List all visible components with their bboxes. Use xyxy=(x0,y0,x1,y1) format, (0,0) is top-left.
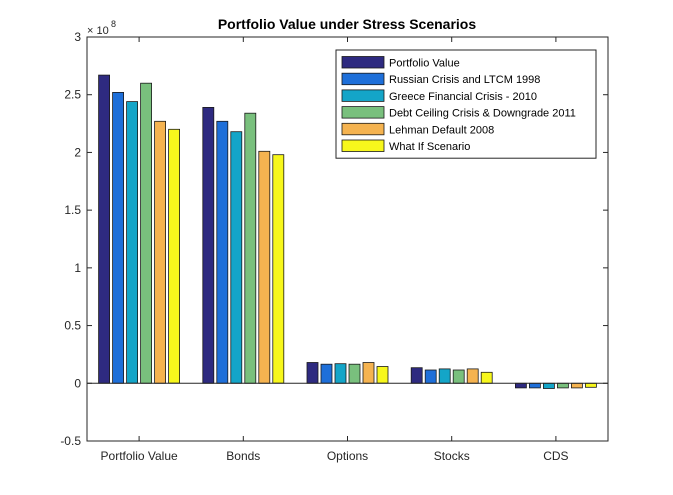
bar-2-0 xyxy=(306,362,319,384)
y-exponent-power: 8 xyxy=(111,19,116,29)
legend-swatch xyxy=(341,72,385,86)
bar-2-3 xyxy=(348,363,361,384)
bar-3-4 xyxy=(466,368,479,384)
bar-4-4 xyxy=(571,382,583,389)
x-tick-label: Bonds xyxy=(226,449,260,463)
y-tick-label: -0.5 xyxy=(60,434,81,448)
bar-3-5 xyxy=(480,371,493,384)
chart-title: Portfolio Value under Stress Scenarios xyxy=(218,16,477,32)
legend: Portfolio Value Russian Crisis and LTCM 1… xyxy=(335,49,597,159)
legend-label: Lehman Default 2008 xyxy=(389,124,494,136)
bar-0-5 xyxy=(168,128,181,384)
legend-label: Debt Ceiling Crisis & Downgrade 2011 xyxy=(389,108,576,120)
y-tick-label: 1 xyxy=(74,261,81,275)
bar-4-3 xyxy=(557,382,569,389)
bar-1-5 xyxy=(272,154,285,384)
legend-label: What If Scenario xyxy=(389,141,470,153)
bar-4-2 xyxy=(543,382,555,389)
bar-3-3 xyxy=(452,369,465,384)
bar-3-2 xyxy=(438,368,451,384)
y-tick-label: 3 xyxy=(74,30,81,44)
legend-swatch xyxy=(341,56,385,69)
x-tick-label: Portfolio Value xyxy=(101,449,178,463)
bar-2-4 xyxy=(362,362,375,384)
bar-3-0 xyxy=(410,367,423,384)
x-tick-label: CDS xyxy=(543,449,568,463)
legend-swatch xyxy=(341,139,385,152)
x-tick-label: Options xyxy=(327,449,368,463)
bar-0-0 xyxy=(98,74,110,384)
bar-1-1 xyxy=(216,120,229,384)
bar-2-1 xyxy=(320,363,333,384)
axis-ticks: -0.5 0 0.5 1 1.5 2 2.5 3 Portfolio Value Bonds Opt… xyxy=(60,30,608,463)
y-tick-label: 1.5 xyxy=(64,203,81,217)
legend-label: Russian Crisis and LTCM 1998 xyxy=(389,74,540,86)
y-tick-label: 2.5 xyxy=(64,88,81,102)
legend-swatch xyxy=(341,122,385,136)
legend-swatch xyxy=(341,106,385,119)
bar-4-1 xyxy=(529,382,541,389)
axes-box xyxy=(86,36,609,442)
bar-1-3 xyxy=(244,112,257,384)
bar-4-0 xyxy=(515,382,527,389)
bar-0-3 xyxy=(140,82,153,384)
legend-label: Greece Financial Crisis - 2010 xyxy=(389,91,537,103)
y-tick-label: 0.5 xyxy=(64,319,81,333)
legend-label: Portfolio Value xyxy=(389,58,460,70)
bar-0-1 xyxy=(112,92,124,384)
x-tick-label: Stocks xyxy=(434,449,470,463)
bar-1-2 xyxy=(230,131,243,384)
bar-0-2 xyxy=(126,101,138,384)
bar-2-5 xyxy=(376,366,389,384)
y-exponent-label: × 10 8 xyxy=(87,19,116,37)
bar-1-4 xyxy=(258,150,271,384)
bar-1-0 xyxy=(202,107,215,384)
legend-swatch xyxy=(341,89,385,102)
y-exponent-base: × 10 xyxy=(87,25,109,37)
bar-0-4 xyxy=(154,120,167,384)
bar-4-5 xyxy=(585,382,597,388)
y-tick-label: 2 xyxy=(74,145,81,159)
bar-2-2 xyxy=(334,363,347,384)
y-tick-label: 0 xyxy=(74,376,81,390)
bar-3-1 xyxy=(424,369,437,384)
